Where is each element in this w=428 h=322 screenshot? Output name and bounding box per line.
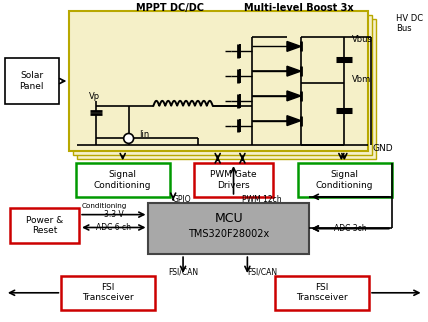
Text: ADC 3ch: ADC 3ch	[334, 224, 367, 233]
Text: Iin: Iin	[140, 130, 150, 139]
Text: Conditioning: Conditioning	[81, 203, 127, 209]
Text: TMS320F28002x: TMS320F28002x	[188, 229, 269, 240]
Text: FSI/CAN: FSI/CAN	[247, 268, 277, 277]
FancyBboxPatch shape	[149, 203, 309, 254]
Text: FSI/CAN: FSI/CAN	[168, 268, 198, 277]
FancyBboxPatch shape	[298, 163, 392, 197]
Text: Power &
Reset: Power & Reset	[26, 216, 63, 235]
Text: Solar
Panel: Solar Panel	[19, 71, 44, 91]
Text: FSI
Transceiver: FSI Transceiver	[296, 283, 348, 302]
FancyBboxPatch shape	[194, 163, 273, 197]
Text: ADC 6 ch: ADC 6 ch	[96, 223, 131, 232]
FancyBboxPatch shape	[5, 58, 59, 104]
Text: GPIO: GPIO	[173, 195, 191, 204]
Text: Multi-level Boost 3x: Multi-level Boost 3x	[244, 3, 354, 13]
FancyBboxPatch shape	[275, 276, 369, 310]
Text: Signal
Conditioning: Signal Conditioning	[94, 170, 152, 190]
FancyBboxPatch shape	[76, 163, 170, 197]
Text: MPPT DC/DC: MPPT DC/DC	[136, 3, 204, 13]
Text: PWM Gate
Drivers: PWM Gate Drivers	[210, 170, 257, 190]
FancyBboxPatch shape	[10, 208, 79, 243]
Text: FSI
Transceiver: FSI Transceiver	[82, 283, 134, 302]
Text: Vp: Vp	[89, 92, 100, 101]
FancyBboxPatch shape	[69, 11, 368, 151]
Polygon shape	[287, 116, 301, 126]
Text: MCU: MCU	[214, 212, 243, 225]
Text: 3.3 V: 3.3 V	[104, 210, 124, 219]
Text: Vbus: Vbus	[352, 35, 373, 44]
Text: Signal
Conditioning: Signal Conditioning	[315, 170, 373, 190]
FancyBboxPatch shape	[61, 276, 155, 310]
Text: PWM 12ch: PWM 12ch	[242, 195, 282, 204]
Circle shape	[124, 134, 134, 143]
Polygon shape	[287, 42, 301, 51]
Text: GND: GND	[372, 144, 392, 153]
Polygon shape	[287, 66, 301, 76]
FancyBboxPatch shape	[73, 15, 372, 155]
Text: HV DC
Bus: HV DC Bus	[396, 14, 423, 33]
Text: Vbm: Vbm	[352, 75, 372, 84]
Polygon shape	[287, 91, 301, 101]
FancyBboxPatch shape	[77, 19, 376, 159]
